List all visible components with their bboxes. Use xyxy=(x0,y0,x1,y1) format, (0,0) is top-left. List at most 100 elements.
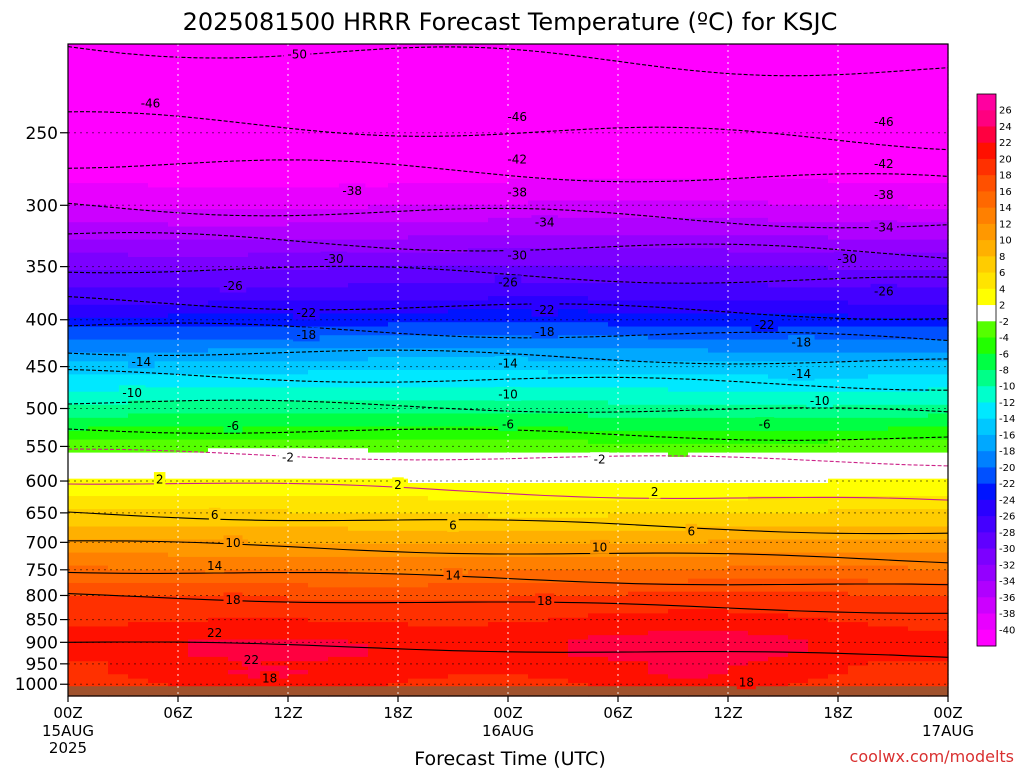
heat-cell xyxy=(548,430,569,436)
heat-cell xyxy=(628,200,649,206)
heat-cell xyxy=(128,283,149,289)
heat-cell xyxy=(108,665,129,671)
heat-cell xyxy=(688,117,709,123)
heat-cell xyxy=(268,100,289,106)
heat-cell xyxy=(268,422,289,428)
heat-cell xyxy=(368,230,389,236)
heat-cell xyxy=(688,491,709,497)
heat-cell xyxy=(228,104,249,110)
heat-cell xyxy=(468,396,489,402)
heat-cell xyxy=(208,48,229,54)
heat-cell xyxy=(548,143,569,149)
heat-cell xyxy=(708,87,729,93)
heat-cell xyxy=(148,117,169,123)
heat-cell xyxy=(588,378,609,384)
heat-cell xyxy=(88,391,109,397)
heat-cell xyxy=(88,313,109,319)
heat-cell xyxy=(628,274,649,280)
heat-cell xyxy=(488,652,509,658)
heat-cell xyxy=(68,513,89,519)
heat-cell xyxy=(688,600,709,606)
heat-cell xyxy=(668,326,689,332)
heat-cell xyxy=(68,439,89,445)
heat-cell xyxy=(308,526,329,532)
heat-cell xyxy=(308,496,329,501)
heat-cell xyxy=(248,587,269,593)
heat-cell xyxy=(448,204,469,210)
heat-cell xyxy=(248,383,269,388)
heat-cell xyxy=(568,365,589,371)
heat-cell xyxy=(308,291,329,297)
heat-cell xyxy=(228,109,249,115)
heat-cell xyxy=(688,613,709,619)
heat-cell xyxy=(488,370,509,375)
heat-cell xyxy=(448,109,469,115)
heat-cell xyxy=(88,113,109,119)
heat-cell xyxy=(588,170,609,175)
heat-cell xyxy=(368,204,389,210)
heat-cell xyxy=(108,300,129,306)
heat-cell xyxy=(528,400,549,406)
heat-cell xyxy=(488,322,509,328)
heat-cell xyxy=(388,117,409,123)
heat-cell xyxy=(688,439,709,445)
heat-cell xyxy=(208,496,229,501)
heat-cell xyxy=(128,574,149,580)
heat-cell xyxy=(68,604,89,610)
heat-cell xyxy=(408,361,429,367)
heat-cell xyxy=(428,148,449,154)
heat-cell xyxy=(368,387,389,393)
heat-cell xyxy=(668,569,689,575)
heat-cell xyxy=(308,126,329,132)
heat-cell xyxy=(668,248,689,254)
heat-cell xyxy=(688,587,709,593)
heat-cell xyxy=(288,509,309,515)
heat-cell xyxy=(628,152,649,158)
heat-cell xyxy=(388,122,409,128)
heat-cell xyxy=(688,200,709,206)
heat-cell xyxy=(568,87,589,93)
heat-cell xyxy=(468,361,489,367)
heat-cell xyxy=(328,135,349,141)
heat-cell xyxy=(448,543,469,549)
heat-cell xyxy=(548,348,569,354)
heat-cell xyxy=(268,530,289,536)
heat-cell xyxy=(388,682,409,688)
heat-cell xyxy=(688,370,709,375)
heat-cell xyxy=(508,643,529,649)
heat-cell xyxy=(488,530,509,536)
heat-cell xyxy=(468,317,489,323)
heat-cell xyxy=(448,230,469,236)
heat-cell xyxy=(388,413,409,419)
heat-cell xyxy=(508,496,529,501)
heat-cell xyxy=(108,104,129,110)
heat-cell xyxy=(88,452,109,458)
heat-cell xyxy=(308,191,329,197)
heat-cell xyxy=(608,291,629,297)
heat-cell xyxy=(68,435,89,441)
heat-cell xyxy=(148,170,169,175)
heat-cell xyxy=(688,104,709,110)
heat-cell xyxy=(348,161,369,167)
heat-cell xyxy=(348,322,369,328)
heat-cell xyxy=(648,500,669,506)
heat-cell xyxy=(688,283,709,289)
heat-cell xyxy=(308,483,329,488)
heat-cell xyxy=(608,391,629,397)
heat-cell xyxy=(668,61,689,67)
heat-cell xyxy=(328,170,349,175)
heat-cell xyxy=(428,304,449,310)
heat-cell xyxy=(248,409,269,415)
heat-cell xyxy=(628,96,649,102)
heat-cell xyxy=(628,600,649,606)
heat-cell xyxy=(108,65,129,71)
heat-cell xyxy=(388,439,409,445)
heat-cell xyxy=(208,335,229,341)
heat-cell xyxy=(508,609,529,615)
heat-cell xyxy=(708,630,729,636)
heat-cell xyxy=(268,552,289,558)
heat-cell xyxy=(88,474,109,480)
heat-cell xyxy=(668,283,689,289)
heat-cell xyxy=(248,422,269,428)
heat-cell xyxy=(628,387,649,393)
